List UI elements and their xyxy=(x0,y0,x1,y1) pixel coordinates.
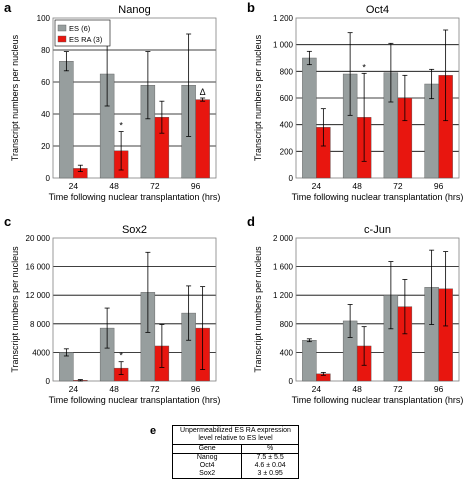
y-tick-label: 1 600 xyxy=(273,263,294,272)
y-axis-label: Transcript numbers per nucleus xyxy=(10,34,20,161)
x-tick-label: 96 xyxy=(191,384,201,394)
x-tick-label: 72 xyxy=(150,384,160,394)
plot-frame xyxy=(295,17,460,179)
plot-frame xyxy=(52,17,217,179)
y-tick-label: 80 xyxy=(41,46,50,55)
y-tick-label: 400 xyxy=(280,348,294,357)
legend: ES (6) ES RA (3) xyxy=(54,19,111,47)
chart-panel-d xyxy=(295,237,460,382)
chart-panel-a: ES (6) ES RA (3) xyxy=(52,17,217,179)
legend-label: ES (6) xyxy=(69,24,91,33)
x-tick-label: 48 xyxy=(109,384,119,394)
chart-title: Oct4 xyxy=(366,4,389,16)
y-tick-label: 0 xyxy=(289,174,294,183)
panel-letter-b: b xyxy=(247,0,255,15)
y-tick-label: 800 xyxy=(280,67,294,76)
significance-marker: * xyxy=(119,351,123,361)
table-cell-gene: Sox2 xyxy=(171,470,243,480)
chart-title: c-Jun xyxy=(364,224,391,236)
bar-es-ra xyxy=(195,99,210,179)
x-axis-label: Time following nuclear transplantation (… xyxy=(49,192,221,202)
y-tick-label: 1 200 xyxy=(273,291,294,300)
panel-letter-a: a xyxy=(4,0,12,15)
bar-es xyxy=(59,352,74,382)
table-header-row: Gene % xyxy=(171,444,299,455)
legend-label: ES RA (3) xyxy=(69,35,103,44)
panel-letter-c: c xyxy=(4,214,11,229)
x-tick-label: 96 xyxy=(434,384,444,394)
x-axis-label: Time following nuclear transplantation (… xyxy=(292,192,464,202)
x-tick-label: 24 xyxy=(312,181,322,191)
y-tick-label: 0 xyxy=(289,377,294,386)
y-tick-label: 0 xyxy=(46,174,51,183)
chart-panel-b xyxy=(295,17,460,179)
x-tick-label: 24 xyxy=(312,384,322,394)
table-caption: Unpermeabilized ES RA expression level r… xyxy=(172,424,299,446)
x-axis-label: Time following nuclear transplantation (… xyxy=(292,395,464,405)
x-tick-label: 48 xyxy=(352,181,362,191)
y-tick-label: 20 000 xyxy=(26,234,51,243)
significance-marker: Δ xyxy=(200,87,206,97)
y-tick-label: 16 000 xyxy=(26,263,51,272)
table-row: Sox2 3 ± 0.95 xyxy=(171,470,299,480)
y-tick-label: 600 xyxy=(280,94,294,103)
table-cell-value: 4.6 ± 0.04 xyxy=(241,462,299,471)
chart-panel-c xyxy=(52,237,217,382)
y-tick-label: 1 000 xyxy=(273,41,294,50)
plot-frame xyxy=(295,237,460,382)
y-tick-label: 12 000 xyxy=(26,291,51,300)
y-tick-label: 60 xyxy=(41,78,50,87)
panel-letter-e: e xyxy=(150,425,157,437)
expression-table: Unpermeabilized ES RA expression level r… xyxy=(171,424,299,480)
y-tick-label: 8 000 xyxy=(30,320,51,329)
y-tick-label: 400 xyxy=(280,121,294,130)
bar-es xyxy=(59,61,74,179)
chart-title: Sox2 xyxy=(122,224,147,236)
x-tick-label: 72 xyxy=(393,384,403,394)
x-tick-label: 24 xyxy=(69,181,79,191)
y-axis-label: Transcript numbers per nucleus xyxy=(10,246,20,373)
table-cell-value: 7.5 ± 5.5 xyxy=(241,453,299,463)
table-cell-gene: Oct4 xyxy=(171,462,243,471)
x-tick-label: 48 xyxy=(109,181,119,191)
x-tick-label: 96 xyxy=(434,181,444,191)
bar-es xyxy=(302,340,317,382)
bar-es xyxy=(302,57,317,179)
y-tick-label: 0 xyxy=(46,377,51,386)
x-tick-label: 48 xyxy=(352,384,362,394)
table-cell-gene: Nanog xyxy=(171,453,243,463)
x-tick-label: 24 xyxy=(69,384,79,394)
y-tick-label: 1 200 xyxy=(273,14,294,23)
y-tick-label: 40 xyxy=(41,110,50,119)
y-axis-label: Transcript numbers per nucleus xyxy=(253,34,263,161)
y-tick-label: 2 000 xyxy=(273,234,294,243)
table-header-gene: Gene xyxy=(171,444,243,455)
x-tick-label: 72 xyxy=(150,181,160,191)
chart-title: Nanog xyxy=(118,4,150,16)
legend-swatch xyxy=(57,35,67,43)
table-cell-value: 3 ± 0.95 xyxy=(241,470,299,480)
y-tick-label: 100 xyxy=(37,14,51,23)
x-tick-label: 96 xyxy=(191,181,201,191)
x-axis-label: Time following nuclear transplantation (… xyxy=(49,395,221,405)
y-tick-label: 800 xyxy=(280,320,294,329)
y-tick-label: 4000 xyxy=(32,348,50,357)
y-axis-label: Transcript numbers per nucleus xyxy=(253,246,263,373)
significance-marker: * xyxy=(119,121,123,131)
legend-swatch xyxy=(57,24,67,32)
significance-marker: * xyxy=(362,62,366,72)
y-tick-label: 200 xyxy=(280,147,294,156)
table-row: Oct4 4.6 ± 0.04 xyxy=(171,462,299,471)
y-tick-label: 20 xyxy=(41,142,50,151)
panel-letter-d: d xyxy=(247,214,255,229)
table-row: Nanog 7.5 ± 5.5 xyxy=(171,453,299,463)
table-header-percent: % xyxy=(241,444,299,455)
plot-frame xyxy=(52,237,217,382)
x-tick-label: 72 xyxy=(393,181,403,191)
